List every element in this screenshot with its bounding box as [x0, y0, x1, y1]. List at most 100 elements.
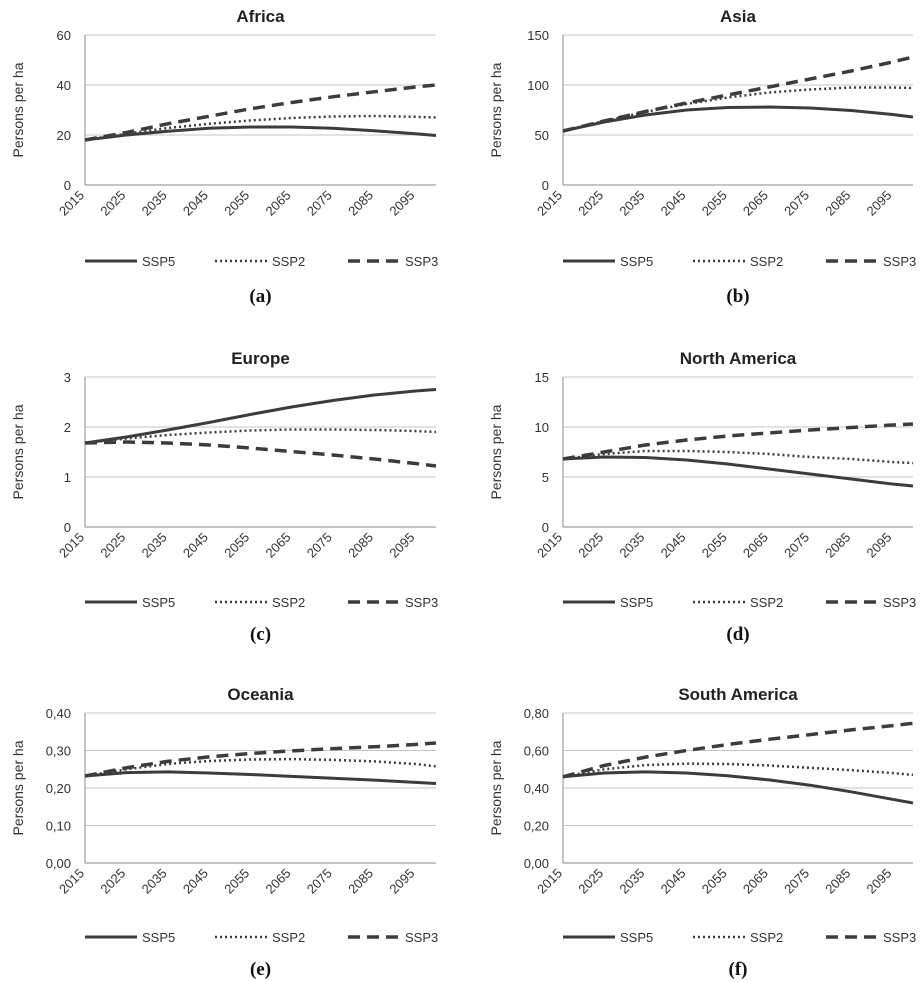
- series-line-ssp3: [84, 741, 437, 778]
- chart-title: Asia: [720, 7, 756, 26]
- panel-label: (b): [726, 286, 749, 307]
- panel-asia: 0 50 100 150 2015 2025 2035 2045 2055 2065 2075 208…: [488, 7, 916, 307]
- y-tick-label: 3: [64, 370, 71, 385]
- x-tick-label: 2075: [304, 530, 335, 561]
- series-line-ssp2: [84, 757, 437, 778]
- x-tick-label: 2015: [534, 188, 565, 219]
- x-tick-label: 2025: [575, 188, 606, 219]
- series-line-ssp2: [562, 762, 914, 779]
- legend-label: SSP3: [883, 930, 916, 945]
- legend: SSP5 SSP2 SSP3: [563, 930, 916, 945]
- y-tick-label: 10: [535, 420, 549, 435]
- panel-label: (d): [726, 624, 749, 645]
- x-tick-label: 2095: [386, 188, 417, 219]
- x-tick-label: 2025: [97, 188, 128, 219]
- x-tick-label: 2045: [658, 866, 689, 897]
- legend-label: SSP2: [750, 930, 783, 945]
- y-tick-label: 20: [57, 128, 71, 143]
- y-tick-label: 0: [542, 178, 549, 193]
- y-tick-label: 0,30: [46, 744, 71, 759]
- chart-title: North America: [680, 349, 797, 368]
- x-tick-label: 2035: [616, 530, 647, 561]
- y-tick-label: 40: [57, 78, 71, 93]
- x-tick-label: 2065: [740, 188, 771, 219]
- series-line-ssp3: [84, 440, 437, 468]
- y-tick-label: 0,40: [46, 706, 71, 721]
- x-tick-label: 2015: [56, 188, 87, 219]
- x-tick-label: 2025: [575, 530, 606, 561]
- legend-label: SSP5: [620, 254, 653, 269]
- y-axis-label: Persons per ha: [488, 404, 504, 499]
- y-tick-label: 5: [542, 470, 549, 485]
- series-line-ssp5: [84, 770, 437, 785]
- panel-europe: 0 1 2 3 2015 2025 2035 2045 2055 2065 2075 2085 2095…: [10, 349, 438, 645]
- x-tick-label: 2075: [781, 188, 812, 219]
- x-tick-label: 2065: [740, 530, 771, 561]
- y-tick-label: 0,20: [524, 819, 549, 834]
- legend-label: SSP3: [883, 254, 916, 269]
- y-tick-label: 0: [542, 520, 549, 535]
- panel-label: (a): [249, 286, 271, 307]
- series-line-ssp3: [562, 55, 914, 133]
- panel-label: (e): [250, 959, 271, 980]
- x-tick-label: 2095: [863, 866, 894, 897]
- panel-north-america: 0 5 10 15 2015 2025 2035 2045 2055 2065 2075 2085 20…: [488, 349, 916, 645]
- x-tick-label: 2065: [740, 866, 771, 897]
- x-tick-label: 2095: [386, 530, 417, 561]
- x-tick-label: 2095: [863, 188, 894, 219]
- y-tick-label: 0: [64, 520, 71, 535]
- legend-label: SSP5: [142, 595, 175, 610]
- legend-label: SSP5: [620, 595, 653, 610]
- panel-label: (c): [250, 624, 271, 645]
- legend: SSP5 SSP2 SSP3: [563, 254, 916, 269]
- legend-label: SSP3: [405, 254, 438, 269]
- chart-title: South America: [678, 685, 798, 704]
- x-tick-label: 2085: [822, 188, 853, 219]
- legend-label: SSP3: [883, 595, 916, 610]
- x-tick-label: 2025: [575, 866, 606, 897]
- y-tick-label: 100: [527, 78, 549, 93]
- series-line-ssp5: [562, 105, 914, 133]
- legend: SSP5 SSP2 SSP3: [563, 595, 916, 610]
- x-tick-label: 2065: [263, 866, 294, 897]
- x-tick-label: 2085: [822, 866, 853, 897]
- x-tick-label: 2055: [221, 188, 252, 219]
- series-line-ssp3: [562, 721, 914, 779]
- y-tick-label: 2: [64, 420, 71, 435]
- x-tick-label: 2045: [180, 866, 211, 897]
- x-tick-label: 2075: [781, 530, 812, 561]
- legend-label: SSP5: [142, 254, 175, 269]
- x-tick-label: 2095: [386, 866, 417, 897]
- y-tick-label: 50: [535, 128, 549, 143]
- legend-label: SSP5: [142, 930, 175, 945]
- y-tick-label: 0,20: [46, 781, 71, 796]
- x-tick-label: 2035: [139, 866, 170, 897]
- x-tick-label: 2055: [699, 530, 730, 561]
- chart-title: Europe: [231, 349, 290, 368]
- series-line-ssp5: [84, 125, 437, 142]
- y-axis-label: Persons per ha: [10, 404, 26, 499]
- x-tick-label: 2035: [616, 866, 647, 897]
- x-tick-label: 2085: [822, 530, 853, 561]
- y-axis-label: Persons per ha: [10, 740, 26, 835]
- x-tick-label: 2055: [221, 866, 252, 897]
- legend-label: SSP2: [750, 595, 783, 610]
- legend-label: SSP3: [405, 595, 438, 610]
- x-tick-label: 2085: [345, 866, 376, 897]
- y-tick-label: 1: [64, 470, 71, 485]
- series-line-ssp3: [562, 422, 914, 461]
- legend-label: SSP5: [620, 930, 653, 945]
- y-axis-label: Persons per ha: [488, 740, 504, 835]
- panel-africa: 0 20 40 60 2015 2025 2035 2045 2055 2065 2075 2085 2…: [10, 7, 438, 307]
- series-line-ssp5: [562, 455, 914, 488]
- series-line-ssp2: [84, 114, 437, 142]
- series-line-ssp5: [562, 770, 914, 805]
- series-line-ssp5: [84, 388, 437, 445]
- x-tick-label: 2055: [221, 530, 252, 561]
- x-tick-label: 2055: [699, 188, 730, 219]
- legend: SSP5 SSP2 SSP3: [85, 930, 438, 945]
- y-tick-label: 150: [527, 28, 549, 43]
